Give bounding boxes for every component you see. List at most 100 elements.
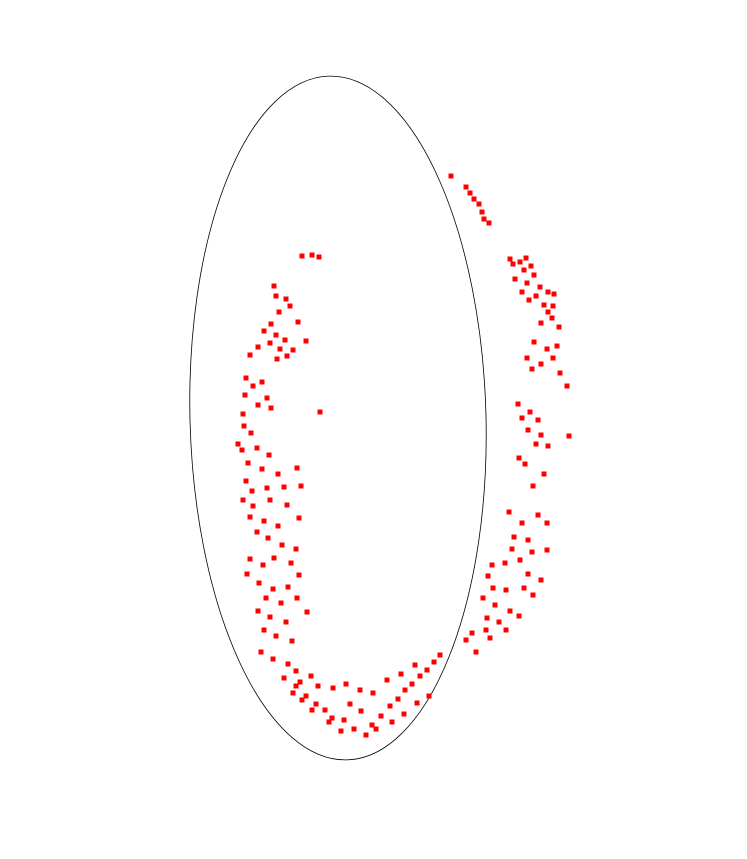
scatter-point	[524, 355, 530, 361]
scatter-point	[529, 549, 535, 555]
scatter-point	[255, 402, 261, 408]
scatter-point	[317, 409, 323, 415]
scatter-point	[341, 717, 347, 723]
scatter-point	[241, 423, 247, 429]
scatter-point	[387, 703, 393, 709]
scatter-point	[512, 276, 518, 282]
scatter-point	[282, 337, 288, 343]
scatter-point	[275, 523, 281, 529]
scatter-point	[502, 560, 508, 566]
scatter-point	[448, 173, 454, 179]
scatter-point	[264, 485, 270, 491]
scatter-point	[308, 673, 314, 679]
scatter-point	[273, 332, 279, 338]
scatter-point	[285, 661, 291, 667]
scatter-point	[290, 347, 296, 353]
scatter-point	[473, 649, 479, 655]
scatter-point	[247, 556, 253, 562]
scatter-point	[248, 430, 254, 436]
scatter-point	[481, 216, 487, 222]
scatter-point	[315, 683, 321, 689]
scatter-point	[309, 707, 315, 713]
scatter-point	[275, 471, 281, 477]
scatter-point	[535, 512, 541, 518]
scatter-point	[545, 289, 551, 295]
scatter-point	[281, 484, 287, 490]
scatter-point	[544, 346, 550, 352]
scatter-point	[276, 309, 282, 315]
scatter-point	[533, 441, 539, 447]
scatter-point	[533, 293, 539, 299]
scatter-point	[531, 339, 537, 345]
scatter-point	[278, 600, 284, 606]
scatter-point	[304, 609, 310, 615]
scatter-point	[296, 572, 302, 578]
scatter-point	[509, 546, 515, 552]
scatter-point	[412, 662, 418, 668]
scatter-point	[551, 291, 557, 297]
points-layer	[235, 173, 572, 738]
scatter-point	[378, 713, 384, 719]
scatter-point	[322, 707, 328, 713]
scatter-point	[294, 465, 300, 471]
scatter-point	[545, 443, 551, 449]
scatter-point	[550, 303, 556, 309]
scatter-point	[283, 296, 289, 302]
scatter-point	[293, 546, 299, 552]
scatter-point	[556, 324, 562, 330]
scatter-point	[313, 701, 319, 707]
scatter-point	[398, 671, 404, 677]
scatter-point	[369, 722, 375, 728]
scatter-point	[541, 302, 547, 308]
scatter-point	[271, 555, 277, 561]
scatter-point	[525, 571, 531, 577]
scatter-point	[363, 732, 369, 738]
scatter-point	[254, 529, 260, 535]
scatter-point	[528, 263, 534, 269]
scatter-point	[259, 379, 265, 385]
scatter-point	[249, 488, 255, 494]
scatter-point	[242, 392, 248, 398]
scatter-point	[526, 297, 532, 303]
scatter-point	[538, 320, 544, 326]
scatter-point	[268, 405, 274, 411]
scatter-point	[255, 608, 261, 614]
scatter-point	[519, 289, 525, 295]
scatter-point	[299, 697, 305, 703]
scatter-point	[358, 708, 364, 714]
scatter-point	[263, 595, 269, 601]
scatter-point	[243, 375, 249, 381]
scatter-point	[414, 700, 420, 706]
scatter-point	[270, 586, 276, 592]
scatter-point	[537, 284, 543, 290]
scatter-point	[277, 346, 283, 352]
scatter-point	[303, 338, 309, 344]
scatter-point	[279, 542, 285, 548]
scatter-point	[347, 701, 353, 707]
scatter-point	[524, 280, 530, 286]
scatter-point	[316, 254, 322, 260]
scatter-point	[329, 715, 335, 721]
ellipse-layer	[189, 75, 487, 761]
scatter-point	[549, 315, 555, 321]
scatter-point	[484, 615, 490, 621]
scatter-point	[517, 557, 523, 563]
scatter-point	[544, 520, 550, 526]
scatter-point	[264, 395, 270, 401]
scatter-point	[401, 711, 407, 717]
scatter-point	[507, 256, 513, 262]
scatter-point	[266, 452, 272, 458]
scatter-point	[541, 471, 547, 477]
scatter-point	[529, 366, 535, 372]
scatter-point	[530, 483, 536, 489]
scatter-point	[566, 433, 572, 439]
scatter-point	[294, 595, 300, 601]
scatter-point	[517, 259, 523, 265]
scatter-point	[510, 261, 516, 267]
scatter-point	[267, 614, 273, 620]
scatter-point	[268, 321, 274, 327]
scatter-point	[480, 595, 486, 601]
scatter-point	[516, 613, 522, 619]
